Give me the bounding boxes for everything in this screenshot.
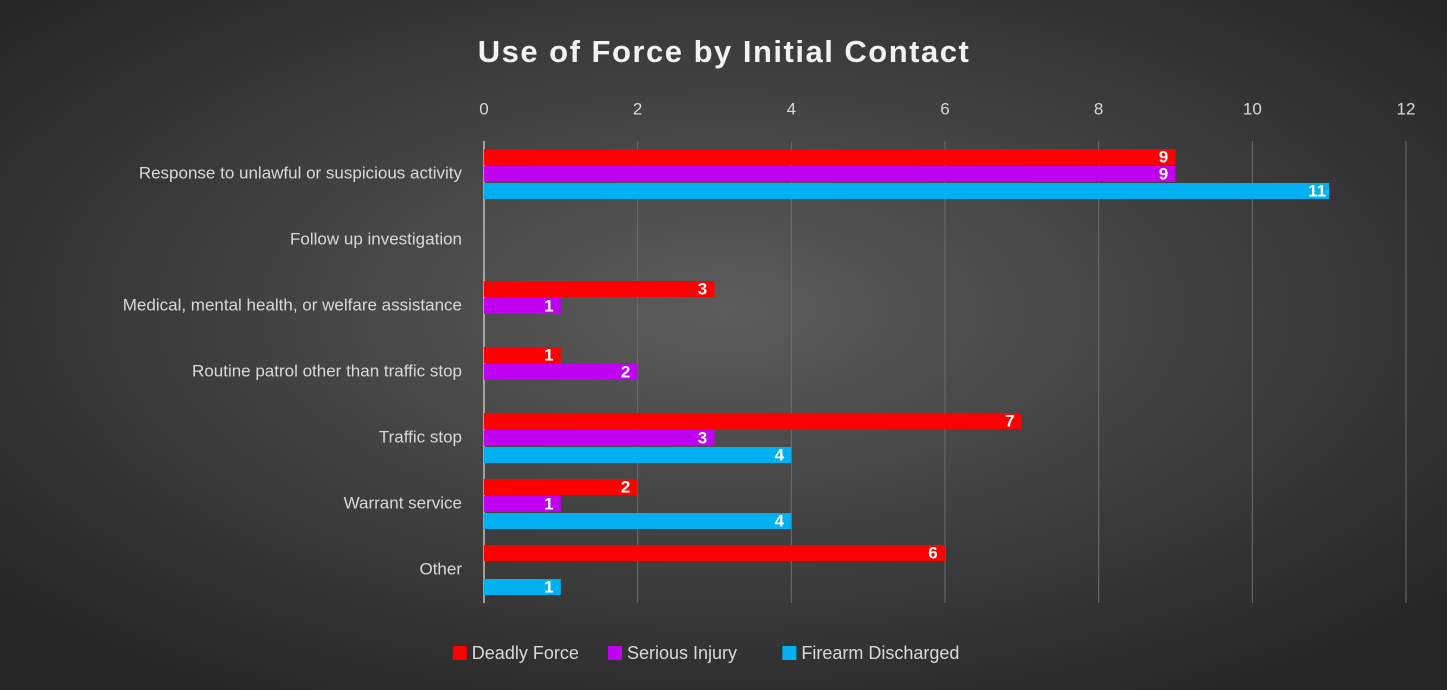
chart-title: Use of Force by Initial Contact [478, 34, 971, 69]
legend-label: Firearm Discharged [801, 643, 959, 663]
bar [484, 513, 792, 529]
bar [484, 281, 715, 297]
data-label: 7 [1005, 411, 1014, 430]
data-label: 3 [698, 428, 707, 447]
legend-swatch [782, 646, 797, 660]
bar [484, 149, 1176, 165]
data-label: 4 [775, 511, 785, 530]
y-tick-label: Traffic stop [379, 427, 462, 446]
data-label: 3 [698, 279, 707, 298]
x-tick-label: 0 [479, 99, 488, 118]
legend-label: Serious Injury [627, 643, 737, 663]
x-tick-label: 8 [1094, 99, 1103, 118]
data-label: 6 [928, 543, 937, 562]
data-label: 2 [621, 477, 630, 496]
x-tick-label: 6 [940, 99, 949, 118]
y-tick-label: Medical, mental health, or welfare assis… [123, 295, 462, 314]
legend-label: Deadly Force [472, 643, 579, 663]
bar [484, 447, 792, 463]
data-label: 4 [775, 445, 785, 464]
bar [484, 298, 561, 314]
bar [484, 545, 945, 561]
y-tick-label: Other [419, 559, 462, 578]
bar [484, 496, 561, 512]
bar [484, 430, 715, 446]
y-tick-label: Warrant service [344, 493, 462, 512]
bar [484, 479, 638, 495]
data-label: 11 [1308, 181, 1326, 200]
data-label: 2 [621, 362, 630, 381]
data-label: 9 [1159, 164, 1168, 183]
bar [484, 413, 1022, 429]
y-tick-label: Routine patrol other than traffic stop [192, 361, 462, 380]
bar [484, 166, 1176, 182]
data-label: 9 [1159, 147, 1168, 166]
x-tick-label: 2 [633, 99, 642, 118]
y-tick-label: Follow up investigation [290, 229, 462, 248]
bar [484, 347, 561, 363]
x-tick-label: 10 [1243, 99, 1262, 118]
data-label: 1 [544, 296, 553, 315]
x-tick-label: 12 [1397, 99, 1416, 118]
data-label: 1 [544, 494, 553, 513]
data-label: 1 [544, 577, 553, 596]
bar [484, 183, 1330, 199]
legend-swatch [452, 646, 467, 660]
data-label: 1 [544, 345, 553, 364]
bar [484, 579, 561, 595]
y-tick-label: Response to unlawful or suspicious activ… [139, 163, 463, 182]
legend-swatch [608, 646, 622, 660]
x-tick-label: 4 [787, 99, 796, 118]
bar [484, 364, 638, 380]
